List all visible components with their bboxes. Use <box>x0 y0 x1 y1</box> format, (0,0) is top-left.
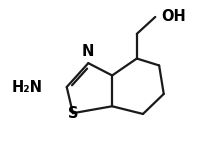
Text: S: S <box>68 106 78 121</box>
Text: OH: OH <box>162 9 186 24</box>
Text: H₂N: H₂N <box>12 79 43 95</box>
Text: N: N <box>82 44 95 59</box>
